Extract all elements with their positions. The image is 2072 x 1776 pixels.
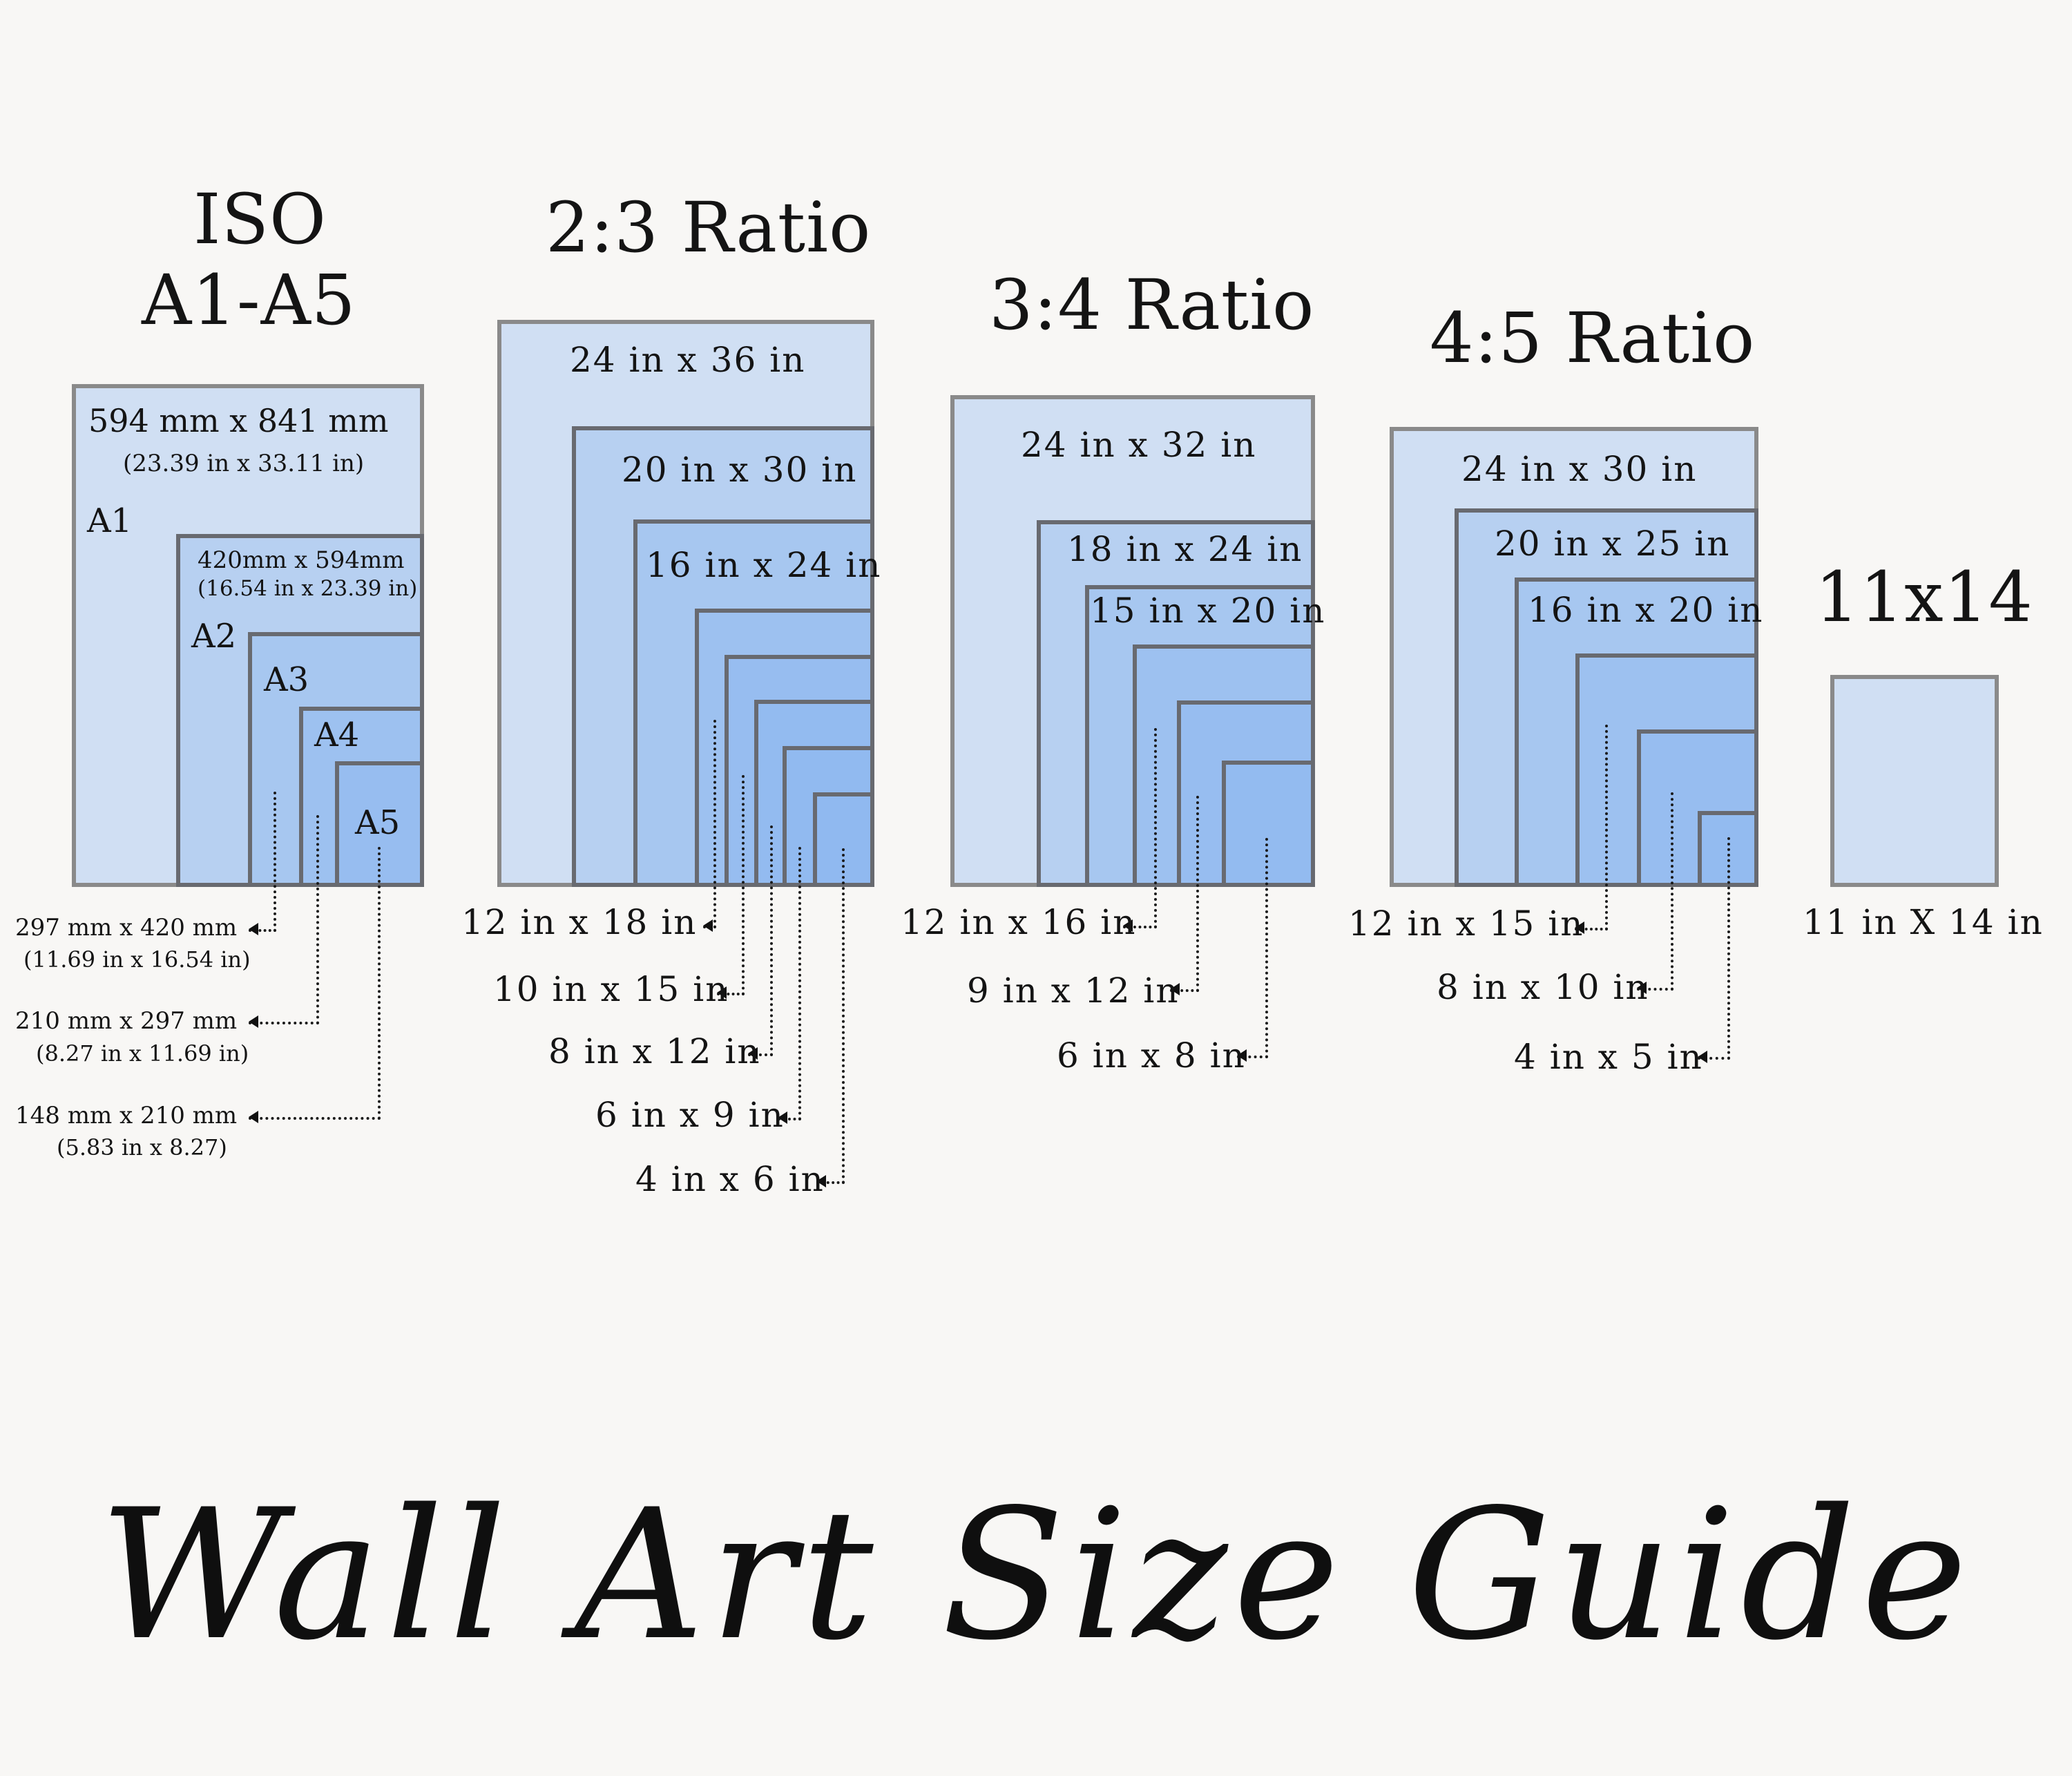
size-20x25-label: 20 in x 25 in <box>1495 524 1731 564</box>
a2-size-sub: (16.54 in x 23.39 in) <box>198 576 418 601</box>
size-24x32-label: 24 in x 32 in <box>1021 425 1257 465</box>
leader-12x16 <box>1123 728 1157 928</box>
arrow-12x15-icon <box>1575 922 1584 934</box>
arrow-12x18-icon <box>703 919 713 932</box>
a4-callout-sub: (8.27 in x 11.69 in) <box>36 1040 249 1067</box>
a5-callout-sub: (5.83 in x 8.27) <box>57 1134 227 1161</box>
callout-6x8: 6 in x 8 in <box>1057 1035 1246 1076</box>
size-24x30-label: 24 in x 30 in <box>1461 449 1698 489</box>
callout-12x16: 12 in x 16 in <box>901 902 1137 942</box>
size-18x24-label: 18 in x 24 in <box>1067 529 1303 569</box>
leader-4x5 <box>1698 837 1730 1060</box>
iso-heading-line1: ISO <box>193 179 327 260</box>
size-11x14-heading: 11x14 <box>1815 557 2033 638</box>
ratio-4-5-heading: 4:5 Ratio <box>1430 298 1756 379</box>
callout-4x6: 4 in x 6 in <box>635 1159 825 1199</box>
ratio-3-4-heading: 3:4 Ratio <box>989 265 1315 345</box>
a3-leader-line <box>249 792 276 932</box>
a4-leader-line <box>249 815 319 1024</box>
a2-size-label: 420mm x 594mm <box>198 546 405 574</box>
a4-arrow-icon <box>249 1015 258 1028</box>
iso-heading-line2: A1-A5 <box>142 260 356 341</box>
ratio-2-3-heading: 2:3 Ratio <box>546 187 872 268</box>
a3-callout-label: 297 mm x 420 mm <box>15 914 238 942</box>
frame-24x36 <box>497 320 874 887</box>
a5-tag: A5 <box>355 803 401 842</box>
arrow-6x8-icon <box>1237 1049 1247 1062</box>
arrow-4x6-icon <box>816 1175 826 1187</box>
size-16x24-label: 16 in x 24 in <box>646 545 882 585</box>
a5-leader-line <box>249 847 381 1120</box>
size-16x20-label: 16 in x 20 in <box>1528 590 1764 630</box>
callout-6x9: 6 in x 9 in <box>595 1095 785 1135</box>
a2-tag: A2 <box>191 617 237 656</box>
arrow-8x12-icon <box>748 1047 758 1060</box>
arrow-8x10-icon <box>1637 982 1647 994</box>
a5-callout-label: 148 mm x 210 mm <box>15 1102 238 1129</box>
leader-4x6 <box>816 848 845 1184</box>
size-20x30-label: 20 in x 30 in <box>622 450 858 490</box>
leader-12x15 <box>1575 725 1608 930</box>
callout-8x10: 8 in x 10 in <box>1437 967 1649 1007</box>
leader-9x12 <box>1170 796 1199 992</box>
arrow-9x12-icon <box>1170 983 1180 995</box>
size-24x36-label: 24 in x 36 in <box>570 340 806 380</box>
frame-6x8 <box>1222 761 1315 887</box>
page-title: Wall Art Size Guide <box>99 1471 1973 1680</box>
leader-6x8 <box>1237 838 1268 1058</box>
a1-tag: A1 <box>87 502 133 540</box>
a3-tag: A3 <box>264 660 309 699</box>
callout-12x15: 12 in x 15 in <box>1348 904 1584 944</box>
callout-8x12: 8 in x 12 in <box>548 1031 761 1071</box>
a1-size-sub: (23.39 in x 33.11 in) <box>123 450 365 477</box>
callout-11x14: 11 in X 14 in <box>1803 902 2044 942</box>
arrow-12x16-icon <box>1123 919 1133 932</box>
callout-9x12: 9 in x 12 in <box>967 971 1180 1011</box>
leader-10x15 <box>717 775 745 995</box>
leader-8x10 <box>1637 792 1673 991</box>
leader-8x12 <box>748 825 773 1056</box>
a3-callout-sub: (11.69 in x 16.54 in) <box>23 946 251 973</box>
a5-arrow-icon <box>249 1111 258 1123</box>
callout-12x18: 12 in x 18 in <box>461 902 698 942</box>
arrow-4x5-icon <box>1698 1051 1707 1063</box>
a4-tag: A4 <box>314 716 360 754</box>
a4-callout-label: 210 mm x 297 mm <box>15 1007 238 1035</box>
a3-arrow-icon <box>249 923 258 935</box>
page-title-container: Wall Art Size Guide <box>0 1471 2072 1680</box>
frame-15x20 <box>1085 585 1315 887</box>
leader-6x9 <box>778 847 801 1120</box>
callout-10x15: 10 in x 15 in <box>493 969 729 1009</box>
size-15x20-label: 15 in x 20 in <box>1090 591 1326 631</box>
frame-11x14 <box>1830 675 1999 887</box>
callout-4x5: 4 in x 5 in <box>1514 1037 1703 1077</box>
arrow-10x15-icon <box>717 986 727 999</box>
arrow-6x9-icon <box>778 1111 787 1124</box>
a1-size-label: 594 mm x 841 mm <box>88 402 389 439</box>
leader-12x18 <box>703 720 716 928</box>
